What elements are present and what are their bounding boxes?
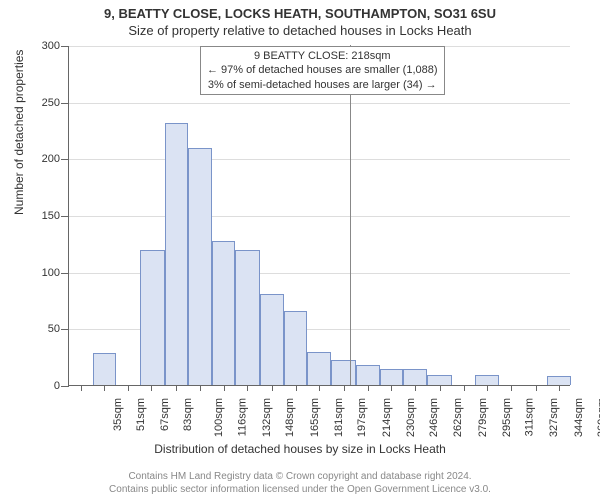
x-tick-label: 116sqm bbox=[236, 398, 248, 436]
x-tick bbox=[464, 385, 465, 391]
histogram-bar bbox=[475, 375, 499, 385]
histogram-bar bbox=[235, 250, 260, 385]
histogram-bar bbox=[427, 375, 452, 385]
x-tick bbox=[247, 385, 248, 391]
y-tick-label: 100 bbox=[30, 267, 60, 279]
y-tick-label: 50 bbox=[30, 323, 60, 335]
x-tick bbox=[487, 385, 488, 391]
x-tick bbox=[81, 385, 82, 391]
x-tick bbox=[319, 385, 320, 391]
y-tick-label: 250 bbox=[30, 97, 60, 109]
annotation-line-2: ← 97% of detached houses are smaller (1,… bbox=[207, 63, 438, 77]
x-tick-label: 148sqm bbox=[284, 398, 296, 437]
chart-plot-area: 05010015020025030035sqm51sqm67sqm83sqm10… bbox=[68, 46, 570, 386]
x-tick-label: 214sqm bbox=[381, 398, 393, 437]
x-tick-label: 246sqm bbox=[429, 398, 441, 437]
grid-line bbox=[69, 159, 570, 160]
x-tick-label: 100sqm bbox=[214, 398, 226, 437]
x-tick bbox=[224, 385, 225, 391]
x-tick-label: 35sqm bbox=[112, 398, 124, 431]
y-tick bbox=[61, 216, 69, 217]
x-tick bbox=[415, 385, 416, 391]
histogram-bar bbox=[93, 353, 117, 385]
histogram-bar bbox=[140, 250, 165, 385]
x-tick-label: 51sqm bbox=[135, 398, 147, 431]
x-tick bbox=[104, 385, 105, 391]
x-tick bbox=[391, 385, 392, 391]
x-tick bbox=[296, 385, 297, 391]
y-tick bbox=[61, 46, 69, 47]
y-tick bbox=[61, 273, 69, 274]
x-tick bbox=[440, 385, 441, 391]
x-tick-label: 197sqm bbox=[356, 398, 368, 437]
x-tick bbox=[559, 385, 560, 391]
x-tick-label: 295sqm bbox=[501, 398, 513, 437]
grid-line bbox=[69, 103, 570, 104]
histogram-bar bbox=[212, 241, 236, 385]
y-tick bbox=[61, 103, 69, 104]
annotation-line-1: 9 BEATTY CLOSE: 218sqm bbox=[207, 49, 438, 63]
x-tick-label: 165sqm bbox=[309, 398, 321, 437]
y-tick bbox=[61, 386, 69, 387]
x-tick-label: 344sqm bbox=[573, 398, 585, 437]
x-tick bbox=[536, 385, 537, 391]
histogram-bar bbox=[284, 311, 308, 385]
histogram-bar bbox=[165, 123, 189, 385]
y-tick bbox=[61, 329, 69, 330]
x-tick-label: 132sqm bbox=[261, 398, 273, 437]
y-tick-label: 200 bbox=[30, 153, 60, 165]
histogram-bar bbox=[307, 352, 331, 385]
grid-line bbox=[69, 216, 570, 217]
x-tick bbox=[272, 385, 273, 391]
x-tick-label: 83sqm bbox=[182, 398, 194, 431]
x-tick bbox=[344, 385, 345, 391]
y-tick-label: 0 bbox=[30, 380, 60, 392]
x-tick bbox=[128, 385, 129, 391]
x-tick-label: 279sqm bbox=[477, 398, 489, 437]
footer-line-1: Contains HM Land Registry data © Crown c… bbox=[0, 470, 600, 483]
x-tick bbox=[368, 385, 369, 391]
histogram-bar bbox=[356, 365, 380, 385]
annotation-line-3: 3% of semi-detached houses are larger (3… bbox=[207, 78, 438, 92]
x-tick bbox=[511, 385, 512, 391]
histogram-bar bbox=[380, 369, 404, 385]
histogram-bar bbox=[260, 294, 284, 385]
title-sub: Size of property relative to detached ho… bbox=[0, 21, 600, 38]
x-tick-label: 262sqm bbox=[452, 398, 464, 437]
x-axis-title: Distribution of detached houses by size … bbox=[0, 442, 600, 456]
y-axis-title: Number of detached properties bbox=[12, 50, 26, 215]
x-tick-label: 230sqm bbox=[405, 398, 417, 437]
y-tick-label: 150 bbox=[30, 210, 60, 222]
footer-line-2: Contains public sector information licen… bbox=[0, 483, 600, 496]
x-tick bbox=[151, 385, 152, 391]
chart-container: 9, BEATTY CLOSE, LOCKS HEATH, SOUTHAMPTO… bbox=[0, 0, 600, 500]
x-tick bbox=[176, 385, 177, 391]
x-tick-label: 181sqm bbox=[333, 398, 345, 437]
marker-line bbox=[350, 45, 351, 385]
x-tick-label: 327sqm bbox=[548, 398, 560, 437]
x-tick-label: 360sqm bbox=[596, 398, 600, 437]
x-tick-label: 311sqm bbox=[523, 398, 535, 436]
y-tick bbox=[61, 159, 69, 160]
annotation-box: 9 BEATTY CLOSE: 218sqm ← 97% of detached… bbox=[200, 46, 445, 95]
y-tick-label: 300 bbox=[30, 40, 60, 52]
x-tick-label: 67sqm bbox=[159, 398, 171, 431]
histogram-bar bbox=[547, 376, 571, 385]
footer: Contains HM Land Registry data © Crown c… bbox=[0, 470, 600, 496]
histogram-bar bbox=[188, 148, 212, 385]
x-tick bbox=[200, 385, 201, 391]
histogram-bar bbox=[331, 360, 356, 385]
histogram-bar bbox=[403, 369, 427, 385]
title-main: 9, BEATTY CLOSE, LOCKS HEATH, SOUTHAMPTO… bbox=[0, 0, 600, 21]
